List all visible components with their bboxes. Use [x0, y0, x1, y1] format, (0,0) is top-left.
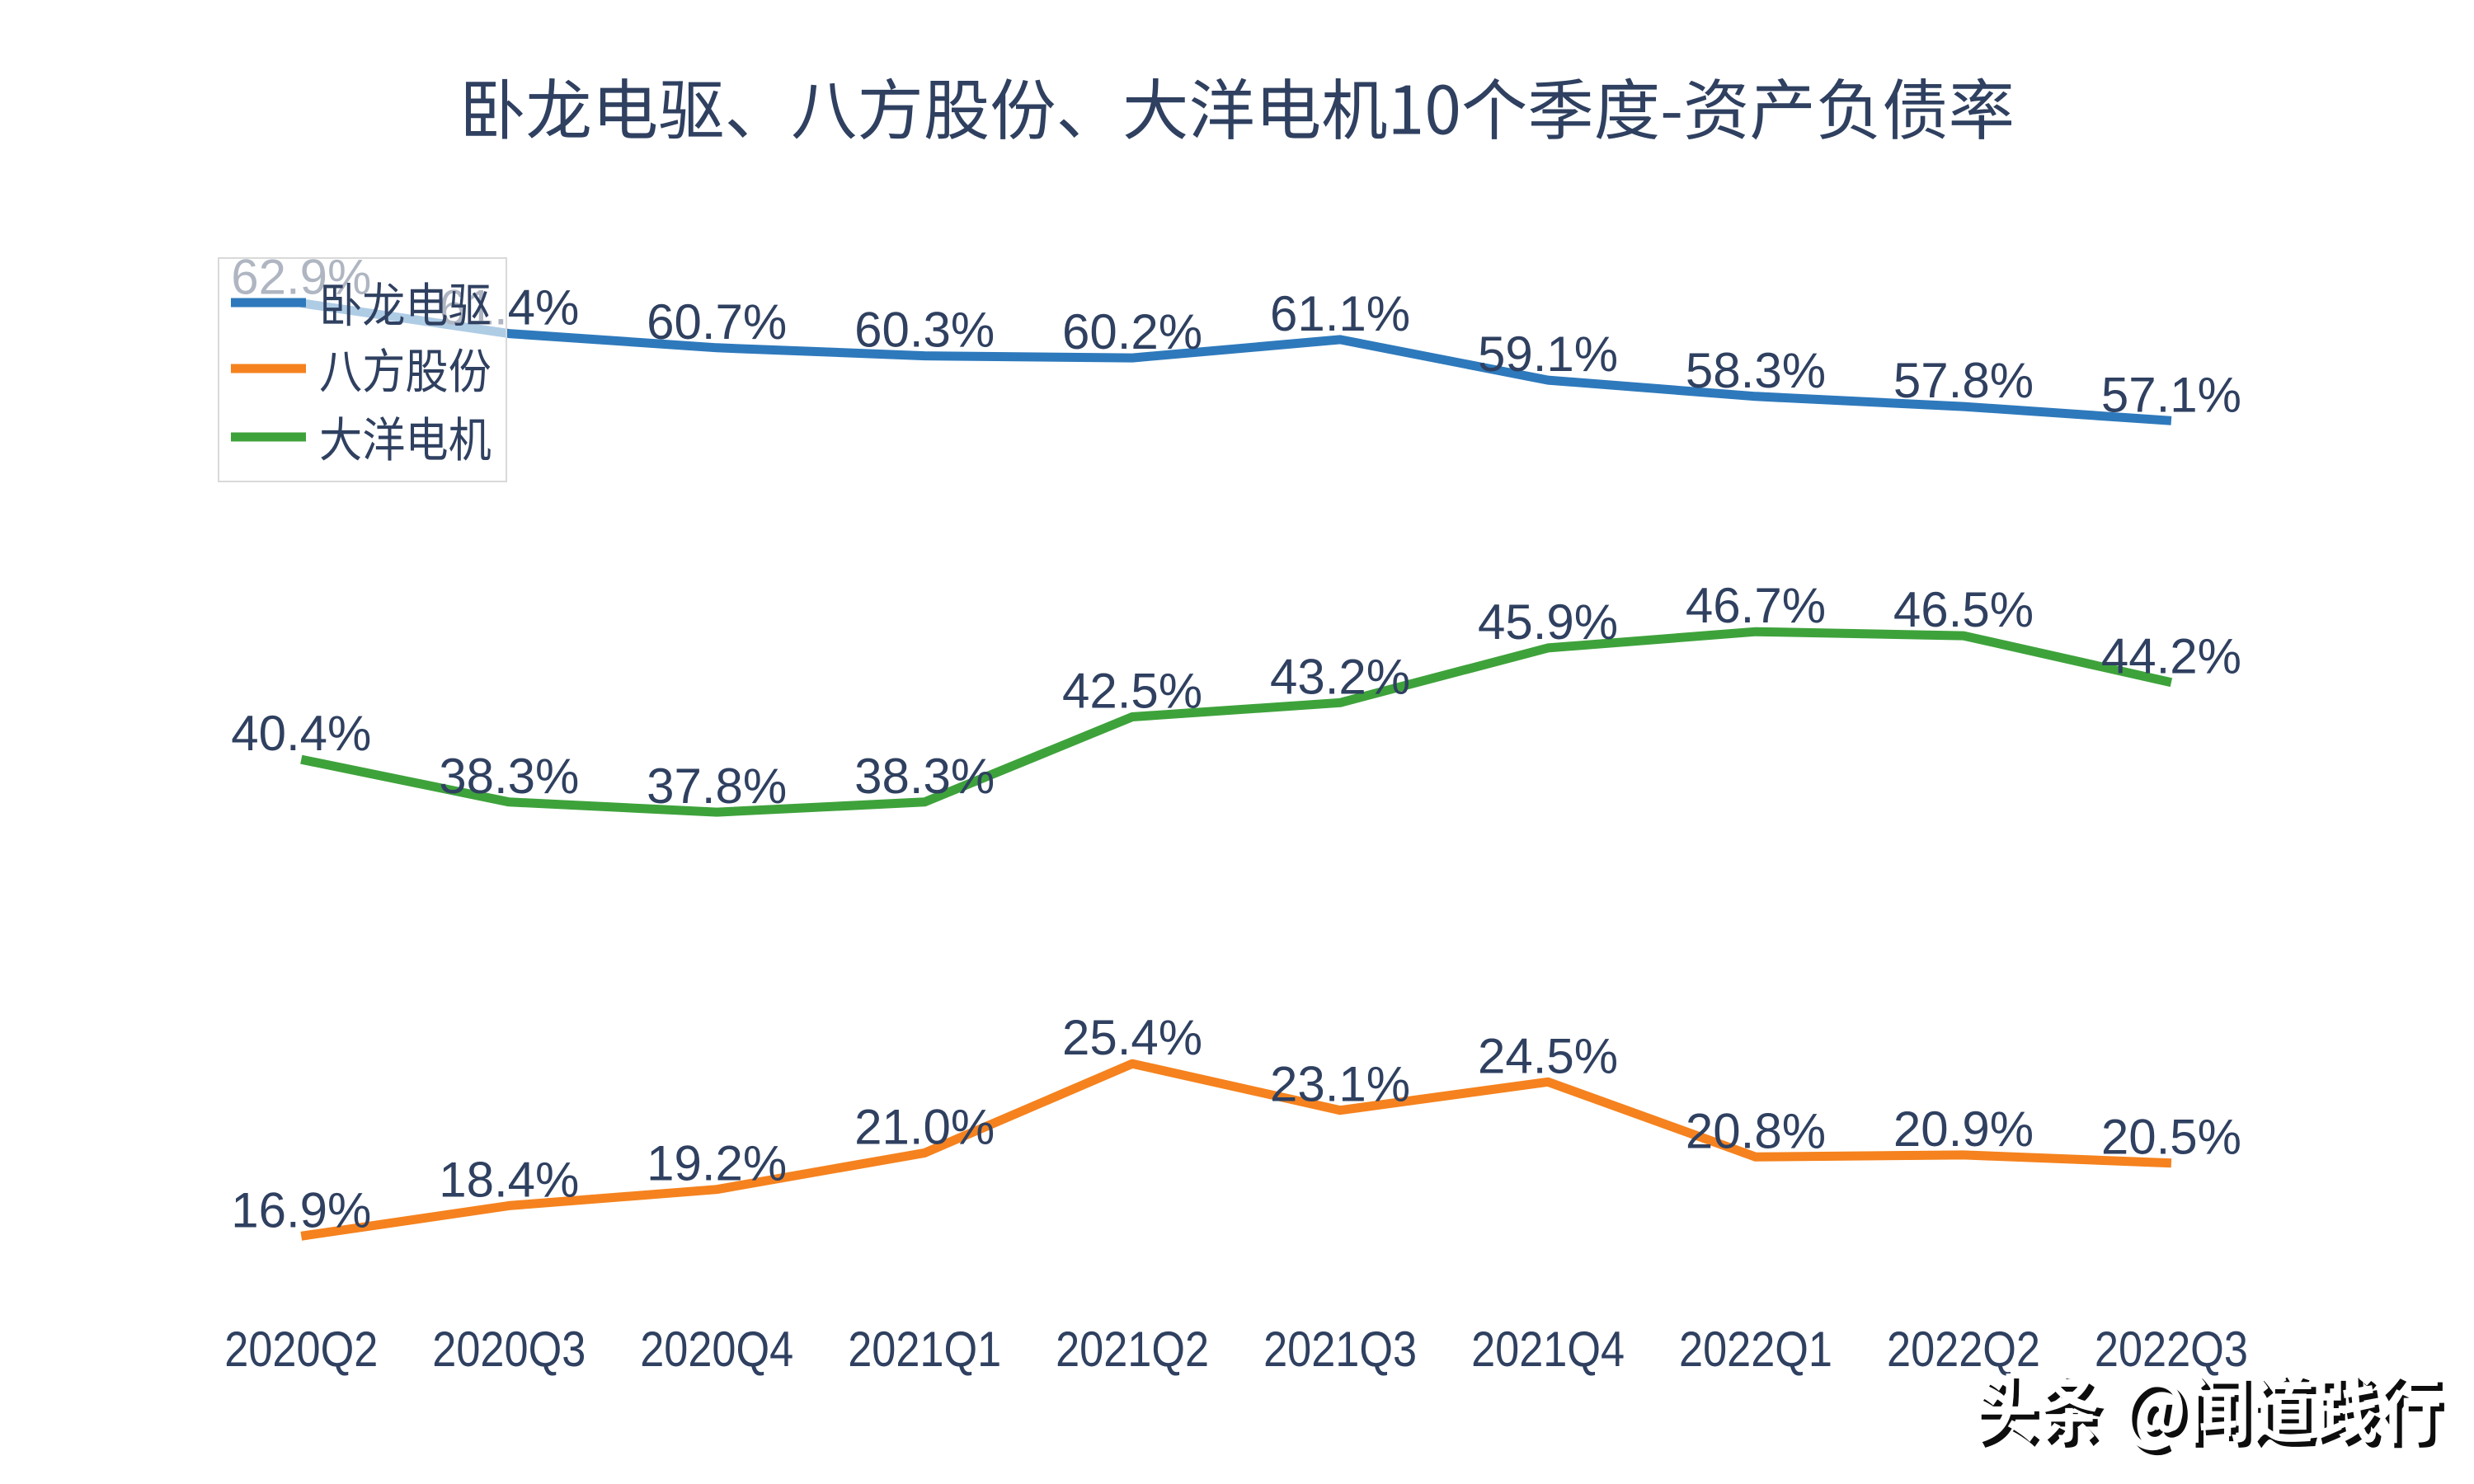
- svg-text:18.4%: 18.4%: [439, 1152, 579, 1207]
- svg-text:20.9%: 20.9%: [1893, 1101, 2034, 1157]
- svg-text:38.3%: 38.3%: [439, 749, 579, 804]
- svg-text:19.2%: 19.2%: [647, 1136, 787, 1191]
- svg-text:20.5%: 20.5%: [2101, 1110, 2241, 1165]
- svg-text:2021Q2: 2021Q2: [1056, 1322, 1209, 1377]
- svg-text:38.3%: 38.3%: [854, 749, 995, 804]
- svg-text:45.9%: 45.9%: [1478, 594, 1618, 650]
- svg-text:2022Q1: 2022Q1: [1679, 1322, 1832, 1377]
- svg-text:57.1%: 57.1%: [2101, 367, 2241, 422]
- svg-text:2021Q4: 2021Q4: [1471, 1322, 1625, 1377]
- svg-text:60.3%: 60.3%: [854, 303, 995, 358]
- svg-text:40.4%: 40.4%: [231, 706, 371, 761]
- svg-text:43.2%: 43.2%: [1270, 649, 1410, 704]
- svg-text:37.8%: 37.8%: [647, 758, 787, 814]
- svg-text:20.8%: 20.8%: [1686, 1103, 1826, 1158]
- svg-text:25.4%: 25.4%: [1062, 1010, 1202, 1065]
- svg-text:59.1%: 59.1%: [1478, 326, 1618, 382]
- svg-text:58.3%: 58.3%: [1686, 343, 1826, 398]
- svg-text:2020Q4: 2020Q4: [640, 1322, 793, 1377]
- svg-text:46.5%: 46.5%: [1893, 582, 2034, 637]
- svg-text:2021Q3: 2021Q3: [1263, 1322, 1417, 1377]
- svg-text:16.9%: 16.9%: [231, 1182, 371, 1237]
- svg-text:24.5%: 24.5%: [1478, 1028, 1618, 1083]
- svg-text:42.5%: 42.5%: [1062, 664, 1202, 719]
- svg-text:57.8%: 57.8%: [1893, 353, 2034, 408]
- svg-text:61.1%: 61.1%: [1270, 286, 1410, 341]
- svg-text:60.7%: 60.7%: [647, 294, 787, 350]
- svg-text:2020Q3: 2020Q3: [432, 1322, 586, 1377]
- svg-text:46.7%: 46.7%: [1686, 578, 1826, 633]
- svg-text:23.1%: 23.1%: [1270, 1057, 1410, 1112]
- svg-text:44.2%: 44.2%: [2101, 629, 2241, 684]
- svg-text:60.2%: 60.2%: [1062, 304, 1202, 359]
- svg-text:2020Q2: 2020Q2: [224, 1322, 378, 1377]
- svg-text:2021Q1: 2021Q1: [848, 1322, 1001, 1377]
- svg-text:2022Q2: 2022Q2: [1887, 1322, 2040, 1377]
- svg-text:21.0%: 21.0%: [854, 1099, 995, 1154]
- svg-text:2022Q3: 2022Q3: [2095, 1322, 2248, 1377]
